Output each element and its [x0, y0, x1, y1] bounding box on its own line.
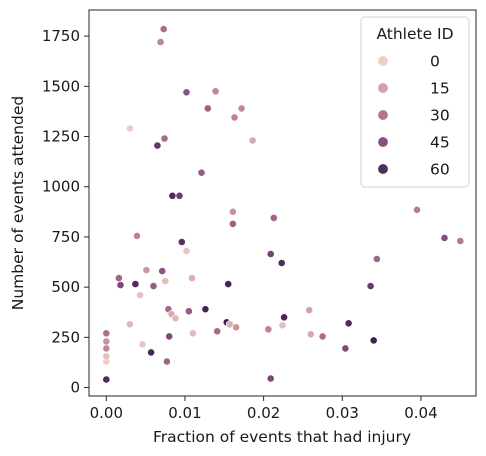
y-tick-label: 500	[51, 278, 80, 296]
data-point	[232, 323, 240, 332]
data-point	[138, 340, 147, 349]
legend-marker	[377, 55, 389, 67]
legend-label: 45	[430, 134, 450, 152]
x-tick-label: 0.04	[404, 404, 437, 422]
data-point	[149, 282, 158, 290]
y-tick-label: 1000	[42, 178, 80, 196]
x-tick-label: 0.01	[168, 404, 201, 422]
data-point	[372, 255, 381, 263]
y-axis-title: Number of events attended	[9, 96, 27, 310]
y-tick-label: 1500	[42, 77, 80, 95]
data-point	[102, 344, 111, 353]
data-point	[147, 348, 155, 357]
data-point	[369, 336, 378, 345]
data-point	[102, 375, 111, 384]
data-point	[125, 320, 134, 329]
legend-marker	[377, 82, 389, 94]
data-point	[344, 319, 353, 328]
data-point	[131, 280, 140, 288]
data-point	[230, 113, 239, 122]
y-tick-label: 250	[51, 328, 80, 346]
x-tick-label: 0.00	[90, 404, 123, 422]
data-point	[201, 305, 210, 314]
data-point	[102, 329, 111, 338]
data-point	[341, 344, 350, 353]
data-point	[168, 191, 177, 200]
data-point	[306, 330, 315, 339]
data-point	[156, 38, 165, 46]
y-tick-label: 0	[70, 379, 80, 397]
x-tick-label: 0.02	[247, 404, 280, 422]
data-point	[171, 314, 180, 323]
data-point	[136, 291, 144, 300]
data-point	[102, 352, 111, 361]
data-point	[142, 266, 151, 274]
data-point	[440, 233, 449, 242]
data-point	[280, 313, 288, 322]
data-point	[184, 307, 193, 316]
data-point	[182, 247, 191, 255]
data-point	[133, 231, 141, 240]
plot-frame	[88, 9, 477, 397]
data-point	[264, 325, 273, 334]
data-point	[277, 259, 286, 267]
data-point	[228, 207, 237, 216]
data-point	[175, 191, 184, 200]
x-tick-label: 0.03	[326, 404, 359, 422]
legend-title: Athlete ID	[376, 25, 453, 43]
data-point	[160, 134, 169, 143]
data-point	[211, 87, 220, 96]
y-axis: 0 250 500 750 1000 1250 1500 1750	[42, 27, 89, 397]
data-point	[162, 357, 171, 366]
data-point	[248, 136, 257, 145]
data-point	[102, 337, 111, 346]
data-point	[269, 213, 278, 222]
data-point	[224, 280, 233, 288]
data-point	[213, 327, 222, 336]
data-point	[125, 124, 134, 133]
data-point	[161, 277, 170, 285]
data-point	[228, 219, 237, 228]
legend-label: 60	[430, 161, 450, 179]
data-point	[413, 205, 421, 214]
y-tick-label: 1750	[42, 27, 80, 45]
legend-marker	[377, 136, 389, 148]
data-point	[318, 332, 327, 341]
x-axis-title: Fraction of events that had injury	[153, 428, 411, 446]
data-point	[305, 306, 314, 315]
data-point	[188, 329, 197, 338]
data-point	[278, 321, 287, 330]
legend-entries: 0 15 30 45 60	[377, 53, 450, 179]
data-point	[203, 104, 212, 113]
data-point	[165, 332, 174, 341]
data-point	[153, 141, 162, 150]
data-point	[177, 238, 186, 246]
data-point	[188, 274, 196, 282]
data-point	[237, 104, 246, 113]
legend-label: 0	[430, 53, 440, 71]
data-point	[182, 88, 191, 97]
x-axis: 0.00 0.01 0.02 0.03 0.04	[90, 396, 438, 422]
data-point	[225, 320, 234, 329]
data-point	[116, 281, 125, 289]
legend-marker	[377, 163, 389, 175]
legend-label: 15	[430, 80, 450, 98]
legend: Athlete ID 0 15 30 45 60	[360, 16, 470, 188]
legend-marker	[377, 109, 389, 121]
y-tick-label: 1250	[42, 128, 80, 146]
data-point	[266, 250, 275, 258]
legend-label: 30	[430, 107, 450, 125]
data-point	[197, 168, 206, 177]
data-point	[158, 267, 167, 275]
data-point	[366, 282, 375, 290]
data-point	[115, 274, 123, 282]
data-point	[266, 374, 275, 383]
y-tick-label: 750	[51, 228, 80, 246]
data-point	[159, 25, 168, 33]
data-point	[456, 237, 465, 245]
points-layer	[102, 25, 465, 384]
